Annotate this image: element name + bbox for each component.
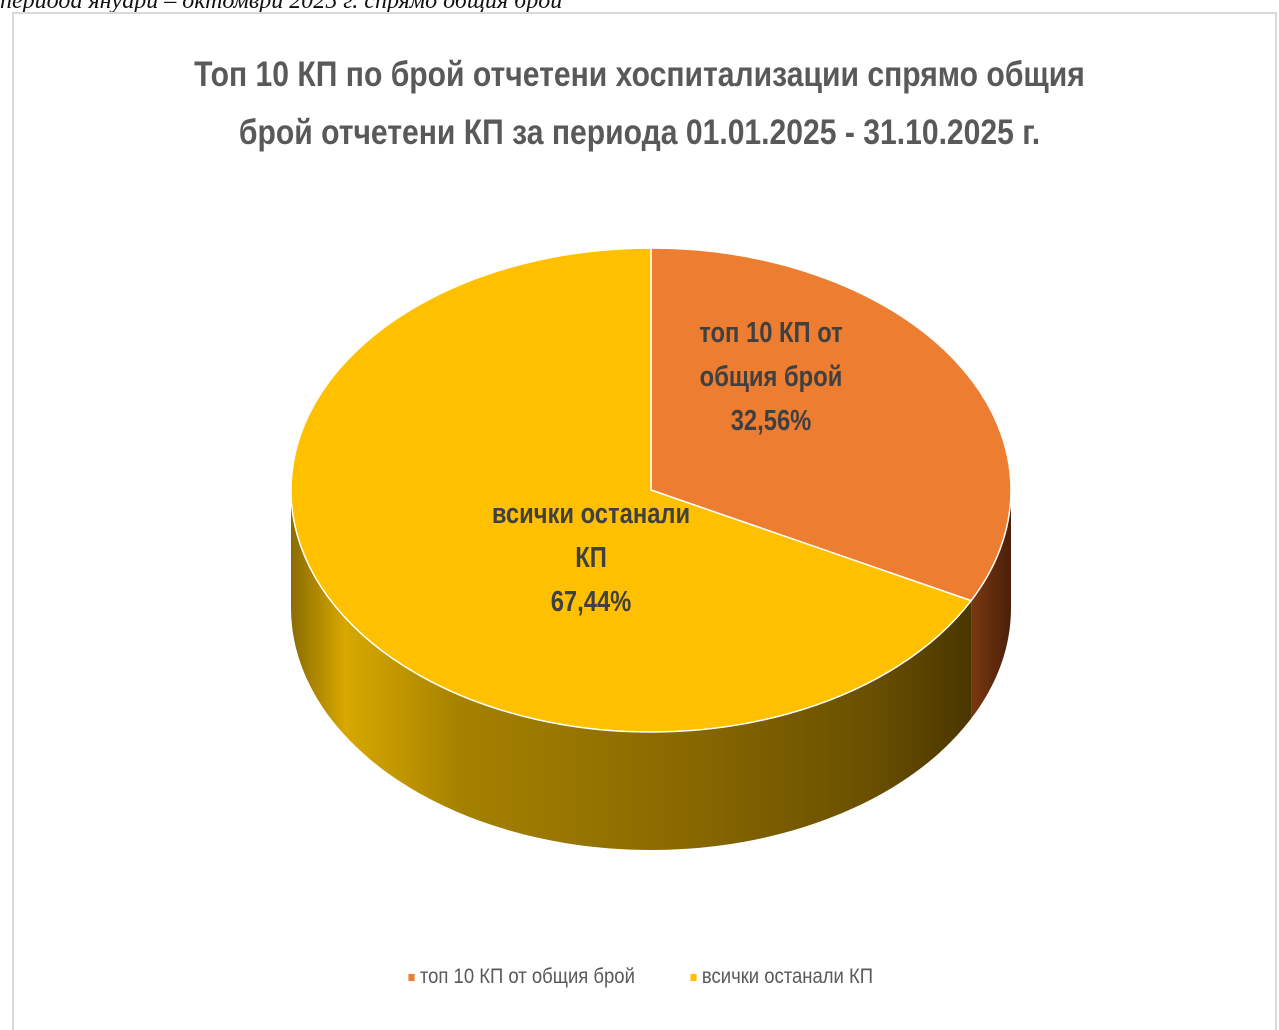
pie-labels-group: топ 10 КП от общия брой 32,56% всички остан…: [492, 316, 843, 618]
legend-label-top10: топ 10 КП от общия брой: [419, 965, 635, 988]
legend-label-others: всички останали КП: [702, 965, 874, 988]
chart-title-line-1: Топ 10 КП по брой отчетени хоспитализаци…: [194, 55, 1085, 94]
chart-title: Топ 10 КП по брой отчетени хоспитализаци…: [90, 46, 1190, 162]
pie-top-group: [290, 247, 1012, 733]
slice-label-line: всички останали: [492, 497, 690, 530]
chart-title-line-2: брой отчетени КП за периода 01.01.2025 -…: [238, 113, 1041, 152]
pie-side-others: [291, 490, 972, 850]
legend-item-others: всички останали КП: [690, 965, 874, 989]
legend-swatch-others: [690, 973, 698, 981]
slice-label-others: всички останали КП 67,44%: [492, 497, 690, 618]
legend: топ 10 КП от общия брой всички останали …: [0, 965, 1279, 989]
legend-item-top10: топ 10 КП от общия брой: [408, 965, 635, 989]
slice-label-line: 67,44%: [551, 585, 632, 618]
legend-swatch-top10: [408, 973, 415, 981]
figure-caption: периода януари – октомври 2025 г. спрямо…: [0, 0, 563, 14]
slice-label-line: КП: [575, 541, 607, 574]
pie-slice-others: [290, 247, 973, 733]
slice-label-top10: топ 10 КП от общия брой 32,56%: [699, 316, 843, 437]
slice-label-line: топ 10 КП от: [699, 316, 843, 349]
pie-slice-top10: [650, 247, 1012, 602]
slice-label-line: 32,56%: [731, 404, 812, 437]
slice-label-line: общия брой: [700, 360, 843, 393]
